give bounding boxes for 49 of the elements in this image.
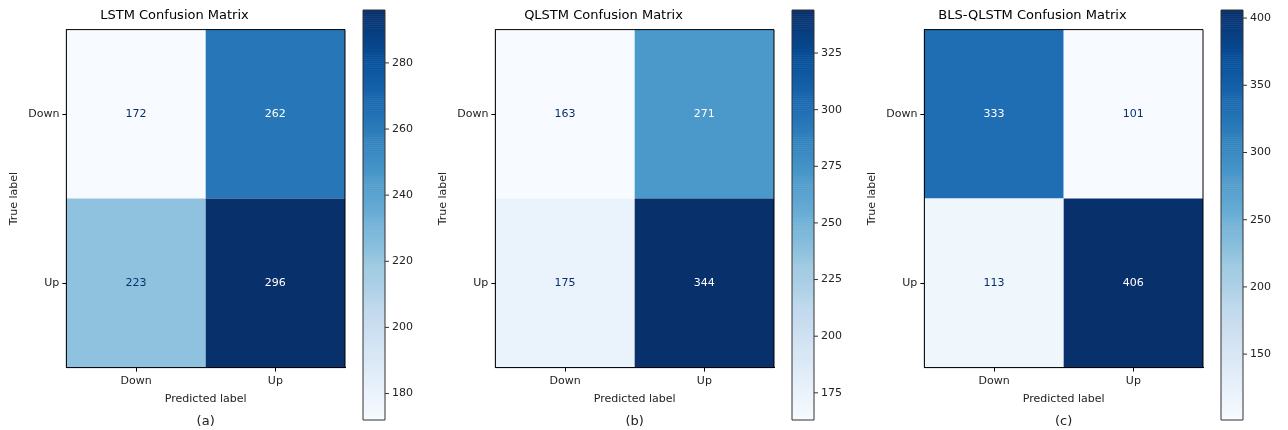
color-bar-label: 250	[821, 215, 842, 229]
data-label: 344	[693, 275, 715, 289]
color-bar-label: 280	[392, 55, 413, 69]
chart-title: LSTM Confusion Matrix	[100, 7, 250, 23]
x-axis-title: Predicted label	[593, 392, 676, 406]
color-bar-label: 200	[1250, 279, 1271, 293]
color-bar-label: 175	[821, 385, 842, 399]
chart-title: BLS-QLSTM Confusion Matrix	[938, 7, 1127, 23]
color-bar-label: 240	[392, 188, 413, 202]
color-bar-label: 350	[1250, 78, 1271, 92]
color-bar-label: 200	[392, 320, 413, 334]
data-label: 101	[1122, 106, 1144, 120]
data-label: 262	[264, 106, 286, 120]
color-bar-label: 275	[821, 159, 842, 173]
x-axis-title: Predicted label	[164, 392, 247, 406]
x-tick-label: Down	[120, 374, 152, 388]
data-label: 296	[264, 275, 286, 289]
color-bar-label: 400	[1250, 10, 1271, 24]
x-tick-label: Down	[549, 374, 581, 388]
x-tick-label: Up	[696, 374, 712, 388]
color-bar-label: 300	[1250, 145, 1271, 159]
color-bar-label: 250	[1250, 212, 1271, 226]
y-axis-title: True label	[436, 171, 450, 227]
x-axis-title: Predicted label	[1022, 392, 1105, 406]
color-bar-label: 180	[392, 386, 413, 400]
text: (b)	[625, 412, 644, 428]
data-label: 175	[554, 275, 576, 289]
color-bar-label: 300	[821, 102, 842, 116]
color-bar-label: 200	[821, 329, 842, 343]
chart-title: QLSTM Confusion Matrix	[524, 7, 684, 23]
x-tick-label: Up	[1125, 374, 1141, 388]
data-label: 223	[125, 275, 147, 289]
y-axis-title: True label	[865, 171, 879, 227]
color-bar-label: 150	[1250, 346, 1271, 360]
data-label: 271	[693, 106, 715, 120]
color-bar-label: 260	[392, 121, 413, 135]
color-bar-label: 225	[821, 272, 842, 286]
x-tick-label: Down	[978, 374, 1010, 388]
y-axis-title: True label	[7, 171, 21, 227]
data-label: 333	[983, 106, 1005, 120]
data-label: 172	[125, 106, 147, 120]
data-label: 163	[554, 106, 576, 120]
x-tick-label: Up	[267, 374, 283, 388]
text: (c)	[1055, 412, 1073, 428]
data-label: 406	[1122, 275, 1144, 289]
color-bar-label: 220	[392, 254, 413, 268]
data-label: 113	[983, 275, 1005, 289]
text: (a)	[196, 412, 215, 428]
color-bar-label: 325	[821, 45, 842, 59]
